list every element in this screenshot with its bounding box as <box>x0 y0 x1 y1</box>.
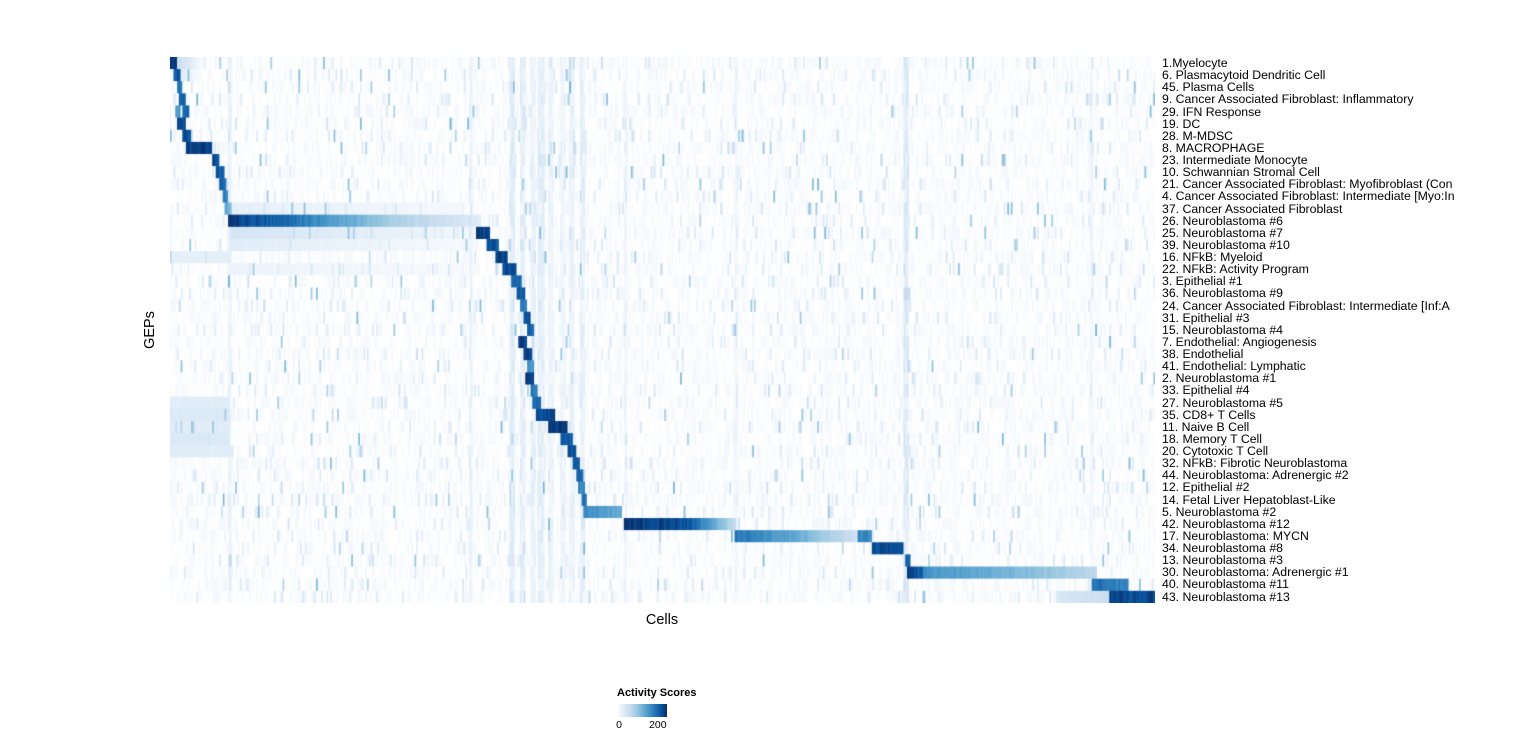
gep-row-label: 31. Epithelial #3 <box>1162 310 1250 325</box>
gep-row-label: 36. Neuroblastoma #9 <box>1162 286 1283 301</box>
gep-row-label: 21. Cancer Associated Fibroblast: Myofib… <box>1162 177 1453 192</box>
legend-title: Activity Scores <box>617 687 697 699</box>
x-axis-label: Cells <box>645 612 679 628</box>
gep-row-label: 33. Epithelial #4 <box>1162 383 1250 398</box>
legend-tick-min: 0 <box>616 719 622 731</box>
gep-row-label: 32. NFkB: Fibrotic Neuroblastoma <box>1162 456 1348 471</box>
gep-row-label: 16. NFkB: Myeloid <box>1162 250 1263 264</box>
gep-row-label: 34. Neuroblastoma #8 <box>1162 541 1283 555</box>
gep-row-label: 42. Neuroblastoma #12 <box>1162 516 1290 531</box>
legend: Activity Scores 0 200 <box>616 687 757 733</box>
gep-row-label: 10. Schwannian Stromal Cell <box>1162 165 1320 180</box>
gep-row-label: 39. Neuroblastoma #10 <box>1162 237 1290 252</box>
gep-row-label: 14. Fetal Liver Hepatoblast-Like <box>1162 492 1336 507</box>
gep-row-label: 28. M-MDSC <box>1162 128 1234 143</box>
gep-row-label: 9. Cancer Associated Fibroblast: Inflamm… <box>1162 92 1414 107</box>
gep-row-label: 44. Neuroblastoma: Adrenergic #2 <box>1162 468 1349 483</box>
legend-ticks: 0 200 <box>616 719 667 733</box>
gep-row-label: 11. Naive B Cell <box>1162 419 1250 434</box>
y-axis-label: GEPs <box>142 311 158 349</box>
gep-row-label: 29. IFN Response <box>1162 104 1262 119</box>
gep-row-label: 45. Plasma Cells <box>1162 80 1255 95</box>
gep-row-label: 18. Memory T Cell <box>1162 431 1263 446</box>
gep-row-label: 22. NFkB: Activity Program <box>1162 262 1309 277</box>
gep-row-label: 24. Cancer Associated Fibroblast: Interm… <box>1162 298 1450 313</box>
gep-row-label: 40. Neuroblastoma #11 <box>1162 577 1289 592</box>
gep-row-label: 19. DC <box>1162 116 1201 131</box>
gep-row-label: 2. Neuroblastoma #1 <box>1162 371 1277 386</box>
gep-row-label: 4. Cancer Associated Fibroblast: Interme… <box>1162 189 1455 204</box>
gep-row-label: 23. Intermediate Monocyte <box>1162 153 1308 167</box>
gep-row-label: 15. Neuroblastoma #4 <box>1162 322 1283 337</box>
gep-row-label: 6. Plasmacytoid Dendritic Cell <box>1162 68 1326 83</box>
legend-tick-max: 200 <box>649 719 667 731</box>
gep-row-label: 38. Endothelial <box>1162 347 1244 361</box>
gep-row-label: 5. Neuroblastoma #2 <box>1162 504 1277 519</box>
heatmap-canvas <box>170 57 1155 603</box>
gep-row-label: 27. Neuroblastoma #5 <box>1162 395 1283 410</box>
gep-row-label: 7. Endothelial: Angiogenesis <box>1162 334 1317 349</box>
gep-row-label: 17. Neuroblastoma: MYCN <box>1162 528 1309 543</box>
row-labels: 1.Myelocyte 6. Plasmacytoid Dendritic Cel… <box>1162 57 1540 603</box>
gep-row-label: 20. Cytotoxic T Cell <box>1162 444 1269 458</box>
gep-row-label: 26. Neuroblastoma #6 <box>1162 213 1283 228</box>
gep-row-label: 41. Endothelial: Lymphatic <box>1162 359 1306 374</box>
gep-row-label: 3. Epithelial #1 <box>1162 274 1243 289</box>
gep-row-label: 30. Neuroblastoma: Adrenergic #1 <box>1162 565 1349 580</box>
gep-row-label: 8. MACROPHAGE <box>1162 140 1265 155</box>
gep-row-label: 25. Neuroblastoma #7 <box>1162 225 1283 240</box>
gep-row-label: 1.Myelocyte <box>1162 57 1228 70</box>
gep-row-label: 35. CD8+ T Cells <box>1162 407 1256 422</box>
gep-row-label: 12. Epithelial #2 <box>1162 480 1250 495</box>
gep-row-label: 37. Cancer Associated Fibroblast <box>1162 201 1343 216</box>
legend-gradient-bar <box>617 704 667 717</box>
gep-row-label: 13. Neuroblastoma #3 <box>1162 553 1283 568</box>
gep-row-label: 43. Neuroblastoma #13 <box>1162 589 1290 603</box>
